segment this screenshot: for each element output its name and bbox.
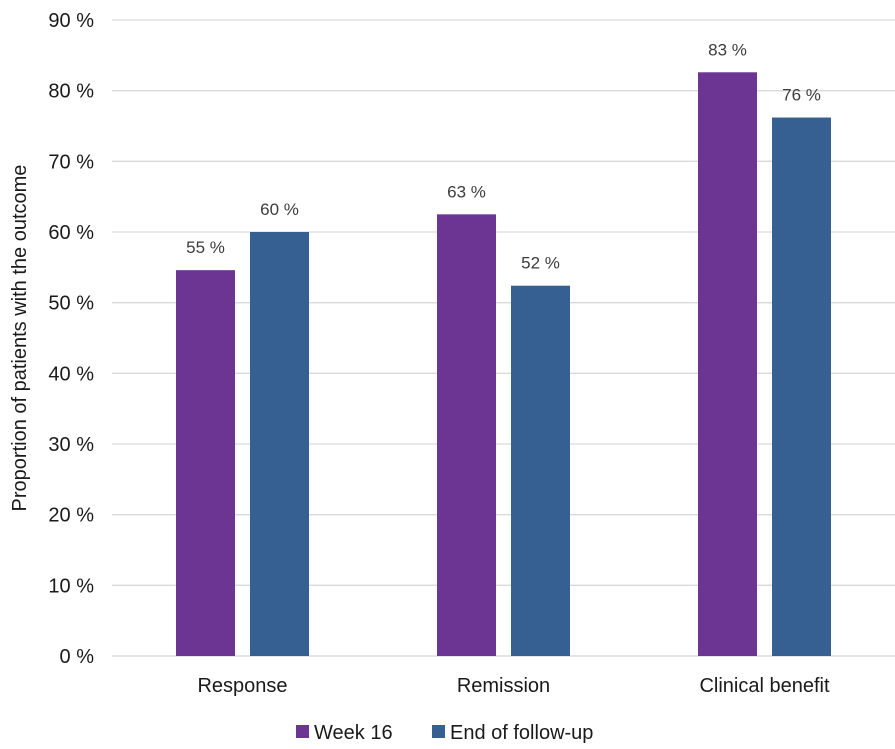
x-category-label: Response (197, 675, 287, 697)
y-tick-label: 60 % (48, 222, 94, 244)
data-label: 55 % (186, 238, 225, 257)
legend-label: Week 16 (314, 722, 393, 744)
y-axis-ticks: 0 % 10 % 20 % 30 % 40 % 50 % 60 % 70 % 80 % 90 % (48, 10, 94, 668)
bar (772, 117, 831, 656)
bars (176, 72, 831, 657)
legend-swatch (432, 725, 445, 738)
data-label: 63 % (447, 182, 486, 201)
y-tick-label: 50 % (48, 293, 94, 315)
y-tick-label: 10 % (48, 575, 94, 597)
bar (437, 214, 496, 657)
gridlines (112, 19, 895, 657)
legend-swatch (296, 725, 309, 738)
data-label: 76 % (782, 86, 821, 105)
y-axis-title: Proportion of patients with the outcome (9, 165, 31, 512)
y-tick-label: 80 % (48, 81, 94, 103)
data-label: 83 % (708, 40, 747, 59)
y-tick-label: 0 % (60, 646, 95, 668)
y-tick-label: 90 % (48, 10, 94, 32)
bar (511, 285, 570, 656)
data-label: 60 % (260, 200, 299, 219)
bar (250, 232, 309, 656)
y-tick-label: 40 % (48, 363, 94, 385)
bar (698, 72, 757, 656)
x-axis-categories: Response Remission Clinical benefit (197, 675, 830, 697)
bar (176, 270, 235, 656)
data-labels: 55 % 60 % 63 % 52 % 83 % 76 % (186, 40, 821, 272)
y-tick-label: 20 % (48, 505, 94, 527)
x-category-label: Clinical benefit (699, 675, 830, 697)
legend-label: End of follow-up (450, 722, 593, 744)
y-tick-label: 30 % (48, 434, 94, 456)
data-label: 52 % (521, 254, 560, 273)
y-tick-label: 70 % (48, 151, 94, 173)
x-category-label: Remission (457, 675, 550, 697)
legend: Week 16 End of follow-up (296, 722, 593, 744)
